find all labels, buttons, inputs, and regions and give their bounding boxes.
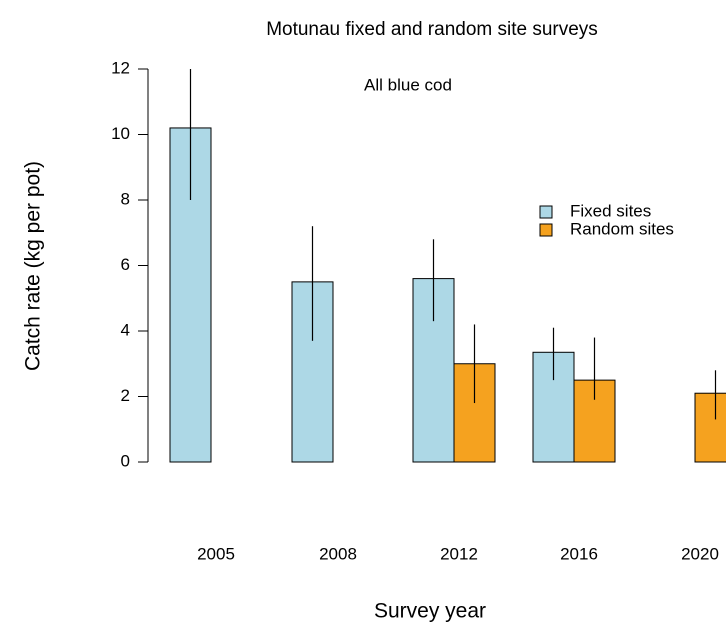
legend-label: Random sites	[570, 219, 674, 238]
x-tick-label: 2020	[681, 544, 719, 563]
y-tick-label: 4	[121, 320, 130, 339]
bar	[694, 392, 726, 463]
bar	[573, 379, 616, 463]
x-tick-label: 2016	[560, 544, 598, 563]
y-tick-label: 8	[121, 189, 130, 208]
x-tick-label: 2005	[197, 544, 235, 563]
legend-swatch	[539, 223, 553, 237]
bar	[412, 278, 455, 463]
y-tick-label: 6	[121, 255, 130, 274]
y-tick-label: 10	[111, 124, 130, 143]
y-axis-title: Catch rate (kg per pot)	[22, 161, 45, 371]
x-tick-label: 2012	[440, 544, 478, 563]
annotation: All blue cod	[364, 75, 452, 94]
y-tick-label: 2	[121, 386, 130, 405]
legend-label: Fixed sites	[570, 201, 651, 220]
x-tick-label: 2008	[319, 544, 357, 563]
y-tick-label: 12	[111, 58, 130, 77]
chart-title: Motunau fixed and random site surveys	[266, 19, 598, 40]
y-tick-label: 0	[121, 451, 130, 470]
x-axis-title: Survey year	[374, 600, 486, 623]
legend-swatch	[539, 205, 553, 219]
